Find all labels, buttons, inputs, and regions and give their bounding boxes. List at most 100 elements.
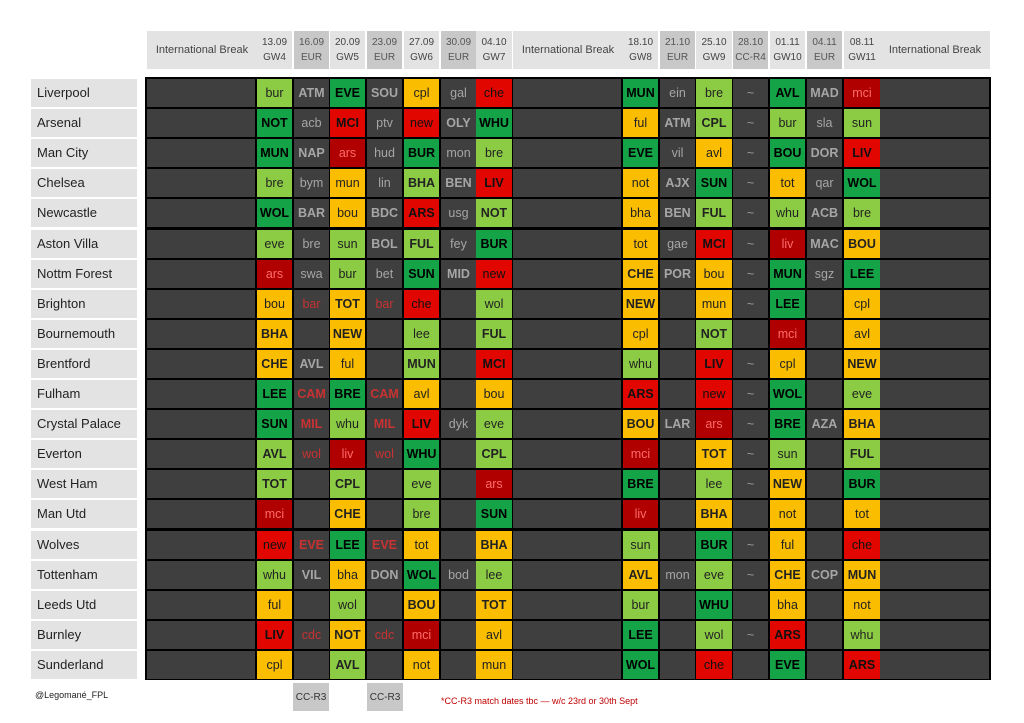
fixture-cell: bur xyxy=(770,109,805,137)
fixture-cell: MUN xyxy=(257,139,292,167)
break-cell xyxy=(513,350,621,378)
fixture-cell xyxy=(294,500,329,528)
header-international-break-1: International Break xyxy=(147,31,257,69)
fixture-cell: NEW xyxy=(330,320,365,348)
fixture-cell xyxy=(367,320,402,348)
team-label: Aston Villa xyxy=(31,230,137,258)
fixture-cell: ~ xyxy=(733,561,768,589)
fixture-cell: LEE xyxy=(257,380,292,408)
fixture-cell xyxy=(807,320,842,348)
fixture-cell: avl xyxy=(696,139,732,167)
fixture-cell: tot xyxy=(623,230,658,258)
fixture-cell: NEW xyxy=(770,470,805,498)
break-cell xyxy=(513,531,621,559)
fixture-cell: ACB xyxy=(807,199,842,227)
cc-r3-note: *CC-R3 match dates tbc — w/c 23rd or 30t… xyxy=(441,696,638,706)
fixture-cell: AJX xyxy=(660,169,695,197)
fixture-cell: BEN xyxy=(660,199,695,227)
fixture-cell xyxy=(807,531,842,559)
header-date: 27.09 xyxy=(408,37,435,48)
fixture-cell: bur xyxy=(623,591,658,619)
fixture-cell: ars xyxy=(476,470,512,498)
fixture-cell: gae xyxy=(660,230,695,258)
fixture-cell xyxy=(807,651,842,679)
fixture-cell: tot xyxy=(770,169,805,197)
fixture-cell: ARS xyxy=(404,199,439,227)
header-date: 13.09 xyxy=(261,37,288,48)
fixture-cell: NOT xyxy=(476,199,512,227)
break-cell xyxy=(147,651,255,679)
header-col-eur: 21.10 EUR xyxy=(660,31,695,69)
fixture-cell: MCI xyxy=(696,230,732,258)
fixture-cell: bou xyxy=(257,290,292,318)
fixture-cell: qar xyxy=(807,169,842,197)
header-col-gw6: 27.09 GW6 xyxy=(404,31,439,69)
fixture-cell: bha xyxy=(770,591,805,619)
fixture-cell: mci xyxy=(623,440,658,468)
fixture-cell: LAR xyxy=(660,410,695,438)
fixture-cell: WOL xyxy=(770,380,805,408)
fixture-cell: bym xyxy=(294,169,329,197)
fixture-cell xyxy=(441,290,476,318)
fixture-cell: new xyxy=(404,109,439,137)
fixture-cell: ~ xyxy=(733,230,768,258)
fixture-cell: ~ xyxy=(733,260,768,288)
fixture-cell: not xyxy=(770,500,805,528)
break-cell xyxy=(147,320,255,348)
break-cell xyxy=(147,440,255,468)
fixture-cell: bur xyxy=(330,260,365,288)
break-cell xyxy=(880,169,989,197)
header-label: EUR xyxy=(373,52,396,63)
fixture-cell: NOT xyxy=(696,320,732,348)
header-label: GW5 xyxy=(336,52,359,63)
fixture-cell xyxy=(733,591,768,619)
team-label: Brentford xyxy=(31,350,137,378)
break-cell xyxy=(880,470,989,498)
fixture-cell: LIV xyxy=(257,621,292,649)
fixture-cell: whu xyxy=(844,621,880,649)
fixture-cell: SUN xyxy=(404,260,439,288)
fixture-cell: TOT xyxy=(696,440,732,468)
fixture-cell: whu xyxy=(330,410,365,438)
fixture-cell: mci xyxy=(257,500,292,528)
fixture-cell: bod xyxy=(441,561,476,589)
fixture-cell: ~ xyxy=(733,139,768,167)
break-cell xyxy=(513,591,621,619)
header-date: 28.10 xyxy=(737,37,764,48)
fixture-cell: OLY xyxy=(441,109,476,137)
fixture-cell xyxy=(441,591,476,619)
team-label: Man City xyxy=(31,139,137,167)
fixture-cell xyxy=(733,651,768,679)
cc-r3-label-1: CC-R3 xyxy=(293,683,329,711)
fixture-cell xyxy=(660,470,695,498)
header-col-gw5: 20.09 GW5 xyxy=(330,31,365,69)
fixture-cell: sla xyxy=(807,109,842,137)
fixture-cell: lee xyxy=(696,470,732,498)
fixture-cell: vil xyxy=(660,139,695,167)
header-label: EUR xyxy=(300,52,323,63)
team-label: Chelsea xyxy=(31,169,137,197)
fixture-cell: EVE xyxy=(367,531,402,559)
break-cell xyxy=(880,320,989,348)
header-col-eur: 04.11 EUR xyxy=(807,31,842,69)
fixture-cell: CHE xyxy=(770,561,805,589)
fixture-cell: usg xyxy=(441,199,476,227)
break-cell xyxy=(880,139,989,167)
fixture-cell xyxy=(294,651,329,679)
fixture-cell: liv xyxy=(330,440,365,468)
fixture-cell: che xyxy=(404,290,439,318)
fixture-cell: ful xyxy=(330,350,365,378)
header-label: GW4 xyxy=(263,52,286,63)
header-label: GW8 xyxy=(629,52,652,63)
fixture-cell: BOU xyxy=(770,139,805,167)
fixture-cell: TOT xyxy=(257,470,292,498)
fixture-cell: wol xyxy=(367,440,402,468)
fixture-cell: CAM xyxy=(294,380,329,408)
fixture-cell xyxy=(294,470,329,498)
break-cell xyxy=(513,79,621,107)
fixture-cell: CPL xyxy=(696,109,732,137)
fixture-cell: BHA xyxy=(404,169,439,197)
team-label: Newcastle xyxy=(31,199,137,227)
fixture-cell: MUN xyxy=(770,260,805,288)
header-label: GW7 xyxy=(482,52,506,63)
